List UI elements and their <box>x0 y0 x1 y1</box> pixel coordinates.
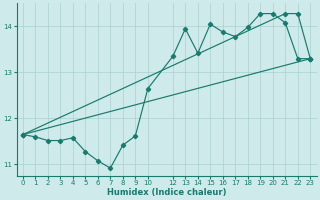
X-axis label: Humidex (Indice chaleur): Humidex (Indice chaleur) <box>107 188 226 197</box>
